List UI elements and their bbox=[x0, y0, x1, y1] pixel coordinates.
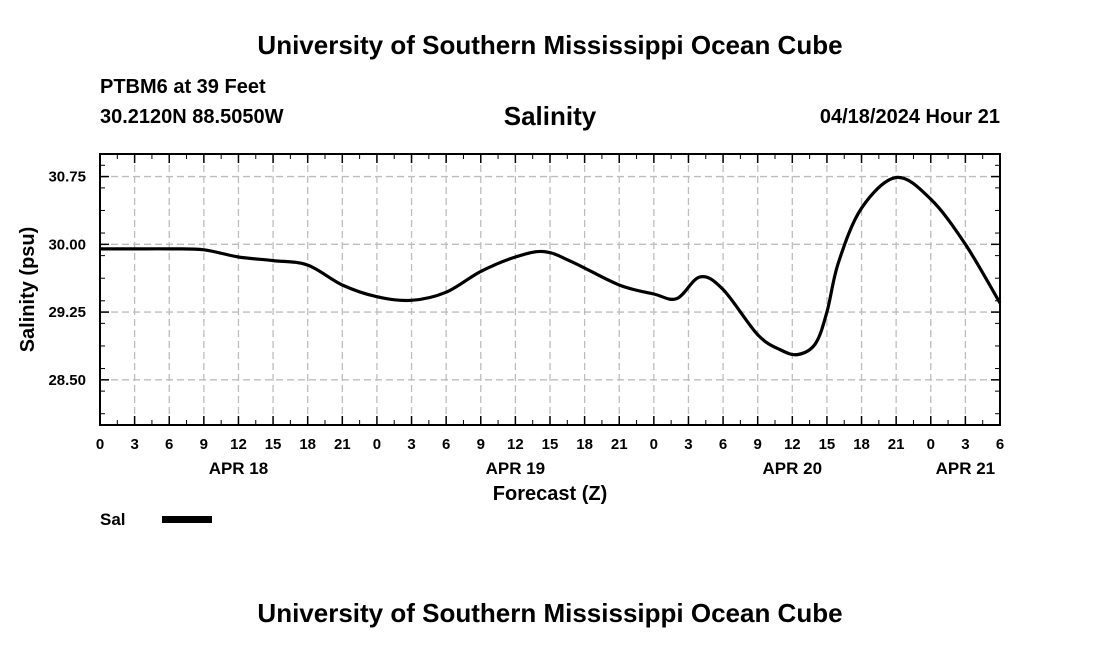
legend-line-swatch bbox=[162, 516, 212, 523]
x-tick-label: 0 bbox=[373, 436, 381, 453]
bottom-title: University of Southern Mississippi Ocean… bbox=[257, 598, 843, 628]
x-tick-label: 12 bbox=[230, 436, 247, 453]
plot-frame bbox=[99, 153, 1001, 426]
label-layer: 0 3 6 9 12 15 18 21 0 3 6 9 12 15 18 21 0 3 6 9 12 15 18 21 0 3 6 2… bbox=[17, 169, 1004, 505]
coordinates-label: 30.2120N 88.5050W bbox=[100, 106, 284, 128]
day-label: APR 18 bbox=[209, 459, 269, 478]
salinity-series-line bbox=[100, 175, 1002, 357]
y-axis-title: Salinity (psu) bbox=[17, 227, 39, 353]
x-tick-label: 12 bbox=[507, 436, 524, 453]
x-tick-label: 0 bbox=[96, 436, 104, 453]
x-tick-label: 0 bbox=[927, 436, 935, 453]
day-label: APR 19 bbox=[486, 459, 546, 478]
series-layer bbox=[100, 175, 1002, 357]
grid-layer bbox=[100, 154, 1000, 425]
x-tick-label: 15 bbox=[542, 436, 559, 453]
x-tick-label: 6 bbox=[165, 436, 173, 453]
x-tick-label: 3 bbox=[961, 436, 969, 453]
x-tick-label: 3 bbox=[407, 436, 415, 453]
axis-layer bbox=[99, 153, 1001, 426]
x-tick-label: 18 bbox=[299, 436, 316, 453]
x-tick-label: 9 bbox=[200, 436, 208, 453]
top-title: University of Southern Mississippi Ocean… bbox=[257, 30, 843, 60]
x-tick-label: 18 bbox=[853, 436, 870, 453]
x-tick-label: 9 bbox=[754, 436, 762, 453]
x-tick-label: 9 bbox=[477, 436, 485, 453]
x-tick-label: 3 bbox=[130, 436, 138, 453]
forecast-datetime: 04/18/2024 Hour 21 bbox=[819, 106, 1000, 128]
x-tick-label: 15 bbox=[819, 436, 836, 453]
x-tick-label: 12 bbox=[784, 436, 801, 453]
x-tick-label: 3 bbox=[684, 436, 692, 453]
x-tick-label: 0 bbox=[650, 436, 658, 453]
x-tick-label: 21 bbox=[611, 436, 628, 453]
y-tick-label: 29.25 bbox=[48, 304, 86, 321]
station-label: PTBM6 at 39 Feet bbox=[100, 76, 266, 98]
y-tick-label: 30.75 bbox=[48, 169, 86, 186]
day-label: APR 21 bbox=[936, 459, 996, 478]
x-tick-label: 6 bbox=[442, 436, 450, 453]
x-tick-label: 6 bbox=[719, 436, 727, 453]
x-tick-label: 21 bbox=[888, 436, 905, 453]
x-tick-label: 21 bbox=[334, 436, 351, 453]
plot-title: Salinity bbox=[503, 101, 597, 131]
y-tick-label: 28.50 bbox=[48, 372, 86, 389]
x-tick-label: 18 bbox=[576, 436, 593, 453]
y-tick-label: 30.00 bbox=[48, 236, 86, 253]
day-label: APR 20 bbox=[763, 459, 823, 478]
x-tick-label: 15 bbox=[265, 436, 282, 453]
x-axis-title: Forecast (Z) bbox=[493, 483, 607, 505]
legend-label: Sal bbox=[100, 510, 126, 529]
x-tick-label: 6 bbox=[996, 436, 1004, 453]
